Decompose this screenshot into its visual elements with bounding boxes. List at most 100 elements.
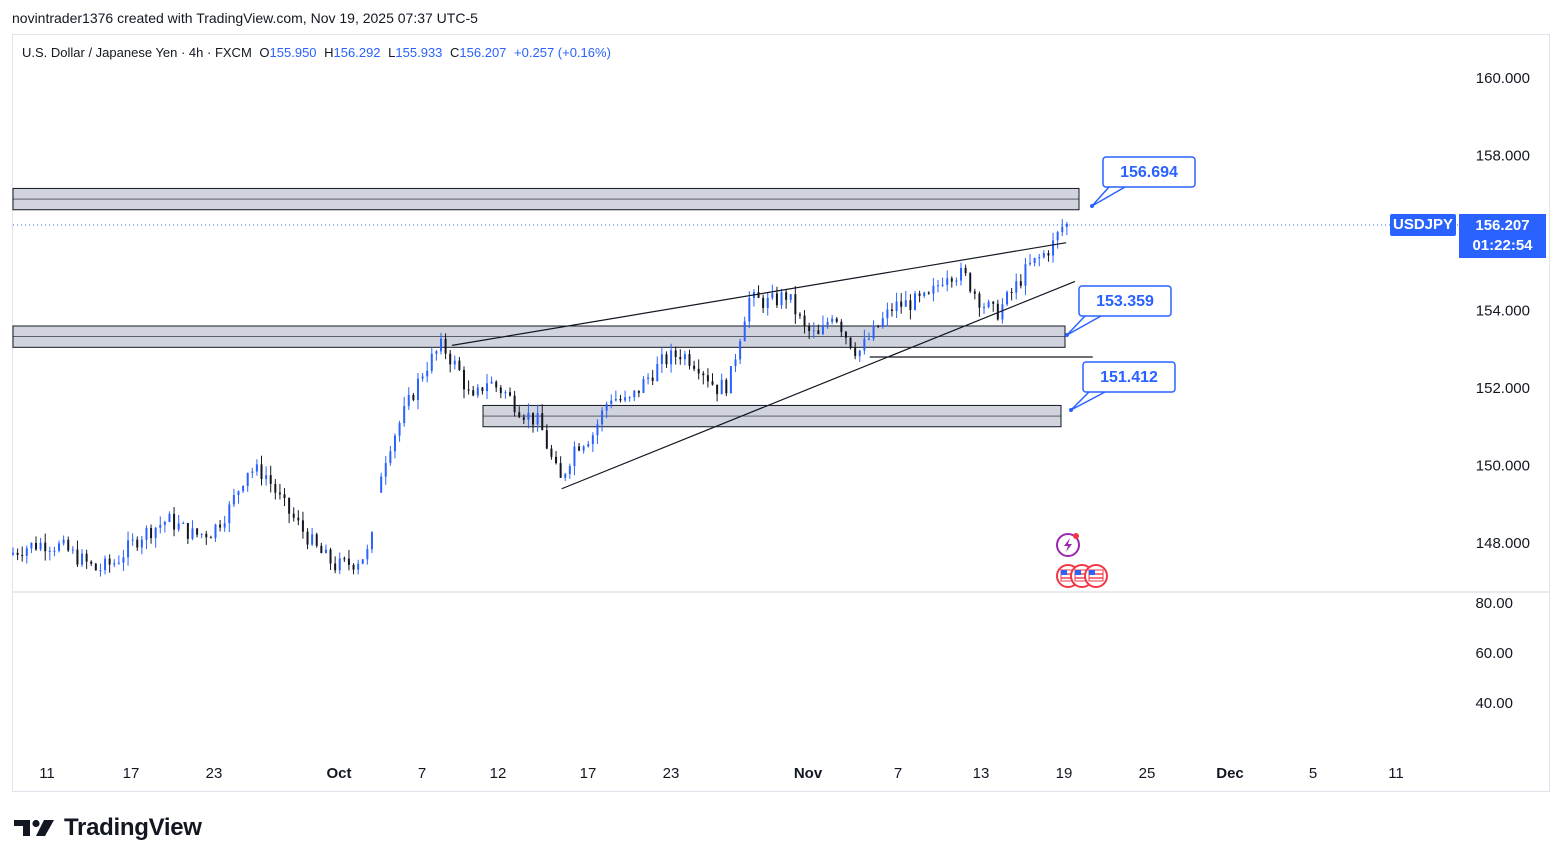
candle-body xyxy=(983,306,986,308)
candle-body xyxy=(370,532,373,550)
candle-body xyxy=(725,379,728,394)
candle-body xyxy=(490,381,493,384)
candle-body xyxy=(196,528,199,535)
candle-body xyxy=(559,463,562,478)
candle-body xyxy=(867,338,870,340)
candle-body xyxy=(35,542,38,550)
candle-body xyxy=(297,517,300,521)
candle-body xyxy=(403,406,406,424)
x-tick-label: Oct xyxy=(326,765,351,782)
oscillator-tick-label: 60.00 xyxy=(1475,645,1513,662)
candle-body xyxy=(283,494,286,499)
candle-body xyxy=(223,523,226,528)
candle-body xyxy=(228,504,231,524)
candle-body xyxy=(1010,292,1013,294)
candle-body xyxy=(1065,223,1068,227)
candle-body xyxy=(913,293,916,310)
candle-body xyxy=(798,314,801,316)
candle-body xyxy=(81,553,84,565)
candle-body xyxy=(568,466,571,475)
x-tick-label: 23 xyxy=(663,765,680,782)
candle-body xyxy=(306,531,309,545)
callout-anchor xyxy=(1065,333,1069,337)
candle-body xyxy=(265,475,268,480)
candle-body xyxy=(688,354,691,366)
candle-body xyxy=(449,353,452,365)
candle-body xyxy=(831,318,834,322)
x-tick-label: 11 xyxy=(39,765,55,782)
us-flag-canton xyxy=(1061,570,1067,575)
candle-body xyxy=(311,534,314,545)
candle-body xyxy=(660,354,663,364)
candle-body xyxy=(53,550,56,552)
candle-body xyxy=(973,291,976,294)
trendline xyxy=(561,280,1076,490)
candle-body xyxy=(334,563,337,571)
callout-pointer xyxy=(1066,315,1102,336)
x-tick-label: 12 xyxy=(490,765,507,782)
candle-body xyxy=(150,528,153,539)
candle-body xyxy=(274,483,277,493)
candle-body xyxy=(329,549,332,564)
candle-body xyxy=(104,558,107,571)
candle-body xyxy=(200,533,203,535)
candle-body xyxy=(775,293,778,306)
candle-body xyxy=(518,412,521,418)
candle-body xyxy=(416,378,419,400)
candle-body xyxy=(729,366,732,394)
candle-body xyxy=(808,325,811,332)
candle-body xyxy=(504,392,507,394)
candle-body xyxy=(168,513,171,522)
candle-body xyxy=(734,359,737,367)
x-tick-label: 5 xyxy=(1309,765,1317,782)
chart-frame xyxy=(12,34,1550,792)
candle-body xyxy=(191,528,194,539)
candle-body xyxy=(748,297,751,322)
candle-body xyxy=(467,389,470,391)
candle-body xyxy=(145,528,148,540)
low-label: L xyxy=(388,45,396,60)
candle-body xyxy=(430,353,433,371)
candle-body xyxy=(393,435,396,452)
candle-body xyxy=(909,300,912,310)
candle-body xyxy=(610,400,613,405)
candle-body xyxy=(237,491,240,496)
candle-body xyxy=(950,278,953,282)
candle-body xyxy=(426,370,429,377)
tradingview-logo[interactable]: TradingView xyxy=(14,814,202,842)
candle-body xyxy=(16,552,19,556)
candle-body xyxy=(1024,264,1027,286)
trendline-layer xyxy=(451,242,1093,490)
last-price-value: 156.207 xyxy=(1475,217,1530,234)
created-with-caption: novintrader1376 created with TradingView… xyxy=(12,10,478,26)
candle-body xyxy=(380,476,383,493)
candle-body xyxy=(674,350,677,357)
candle-body xyxy=(619,398,622,401)
candle-body xyxy=(214,524,217,538)
instrument-name[interactable]: U.S. Dollar / Japanese Yen · 4h · FXCM xyxy=(22,45,252,60)
us-flag-canton xyxy=(1075,570,1081,575)
zone-layer xyxy=(12,187,1080,428)
candle-body xyxy=(697,368,700,374)
x-tick-label: Nov xyxy=(794,765,823,782)
candle-body xyxy=(209,537,212,539)
candle-body xyxy=(771,293,774,298)
us-flag-canton xyxy=(1089,570,1095,575)
candle-body xyxy=(858,350,861,357)
candle-body xyxy=(555,456,558,464)
candle-body xyxy=(407,394,410,407)
candle-body xyxy=(573,446,576,467)
candle-body xyxy=(117,562,120,564)
candle-body xyxy=(159,524,162,528)
candle-body xyxy=(545,430,548,449)
callout-box xyxy=(1078,285,1172,317)
close-value: 156.207 xyxy=(459,45,507,60)
callout-box xyxy=(1082,361,1176,393)
event-layer xyxy=(1056,533,1108,588)
candle-body xyxy=(269,475,272,484)
y-tick-label: 150.000 xyxy=(1476,458,1530,475)
candle-body xyxy=(601,410,604,425)
candle-body xyxy=(163,521,166,525)
candle-body xyxy=(389,451,392,464)
